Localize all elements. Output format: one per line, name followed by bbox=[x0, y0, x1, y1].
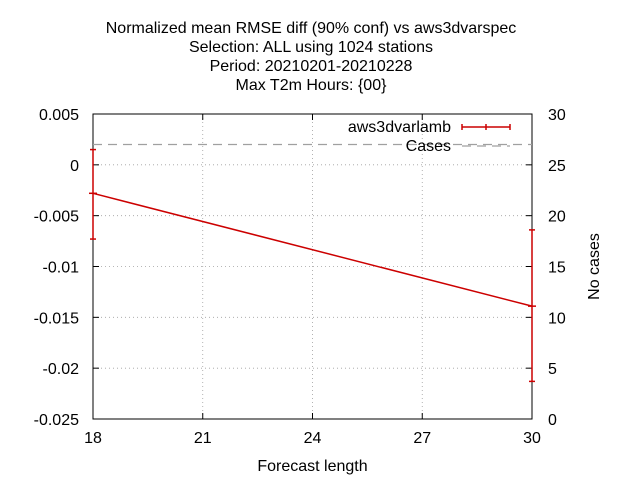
y-tick-label: -0.01 bbox=[43, 260, 80, 277]
y-tick-label: -0.025 bbox=[34, 412, 79, 429]
x-tick-label: 18 bbox=[84, 430, 102, 447]
y2-tick-label: 30 bbox=[548, 107, 566, 124]
chart-title-line: Max T2m Hours: {00} bbox=[236, 77, 388, 94]
grid bbox=[93, 114, 532, 419]
y-tick-label: -0.02 bbox=[43, 361, 80, 378]
series bbox=[89, 143, 536, 383]
y2-tick-label: 5 bbox=[548, 361, 557, 378]
x-tick-label: 30 bbox=[523, 430, 541, 447]
y2-tick-label: 10 bbox=[548, 310, 566, 327]
x-tick-label: 21 bbox=[194, 430, 212, 447]
y2-axis: 30 25 20 15 10 5 0 bbox=[548, 107, 566, 429]
chart-title-line: Normalized mean RMSE diff (90% conf) vs … bbox=[106, 20, 517, 37]
y2-tick-label: 0 bbox=[548, 412, 557, 429]
chart-title-line: Period: 20210201-20210228 bbox=[210, 58, 413, 75]
series-line bbox=[92, 192, 533, 307]
tick-marks bbox=[92, 113, 533, 420]
y2-axis-label: No cases bbox=[586, 233, 603, 300]
y-tick-label: -0.015 bbox=[34, 310, 79, 327]
x-tick-label: 24 bbox=[304, 430, 322, 447]
y2-tick-label: 20 bbox=[548, 209, 566, 226]
x-axis: 18 21 24 27 30 bbox=[84, 430, 541, 447]
y-tick-label: 0.005 bbox=[39, 107, 79, 124]
x-axis-label: Forecast length bbox=[257, 458, 367, 475]
y-axis: 0.005 0 -0.005 -0.01 -0.015 -0.02 -0.025 bbox=[34, 107, 79, 429]
y-tick-label: -0.005 bbox=[34, 209, 79, 226]
legend-label: Cases bbox=[406, 138, 451, 155]
legend: aws3dvarlamb Cases bbox=[348, 119, 511, 155]
chart-title-line: Selection: ALL using 1024 stations bbox=[189, 39, 433, 56]
y2-tick-label: 15 bbox=[548, 260, 566, 277]
y2-tick-label: 25 bbox=[548, 158, 566, 175]
chart-title: Normalized mean RMSE diff (90% conf) vs … bbox=[106, 20, 517, 94]
legend-label: aws3dvarlamb bbox=[348, 119, 451, 136]
y-tick-label: 0 bbox=[70, 158, 79, 175]
x-tick-label: 27 bbox=[413, 430, 431, 447]
